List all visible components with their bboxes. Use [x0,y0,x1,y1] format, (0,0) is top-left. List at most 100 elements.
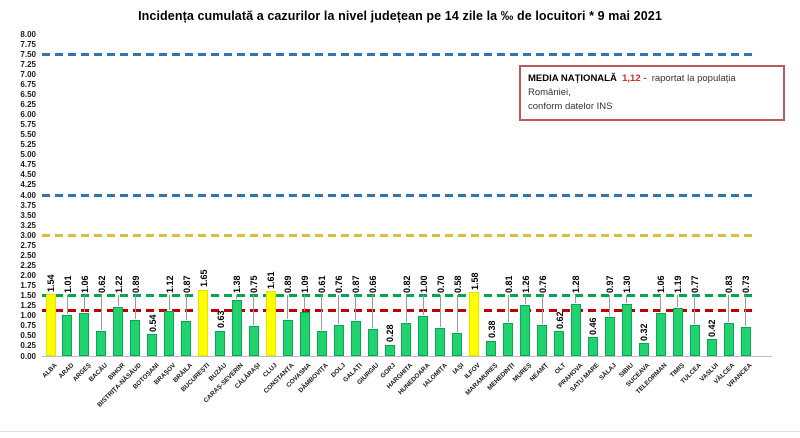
bar-value-label: 0.32 [639,323,650,341]
category-label: OLT [553,362,567,376]
y-axis-tick-label: 2.25 [20,260,36,270]
bar [520,305,531,356]
label-leader-line [609,294,611,316]
label-leader-line [321,294,323,331]
x-axis-line [42,356,772,357]
bar-value-label: 0.58 [452,275,463,293]
y-axis-tick-label: 1.25 [20,301,36,311]
bar [554,331,565,356]
label-leader-line [304,294,306,312]
bar [367,329,378,356]
bar [672,308,683,356]
reference-line-threshold-1-50 [42,294,757,298]
bar [537,325,548,356]
chart-bottom-border [0,431,800,432]
bar-value-label: 1.19 [673,275,684,293]
y-axis-tick-label: 5.75 [20,120,36,130]
label-leader-line [236,294,238,300]
bar [435,327,446,356]
label-leader-line [405,294,407,322]
bar [350,320,361,356]
bar [723,322,734,356]
y-axis-tick-label: 1.50 [20,291,36,301]
national-average-text-2: conform datelor INS [528,101,613,112]
bar-value-label: 1.38 [232,275,243,293]
national-average-label: MEDIA NAȚIONALĂ [528,73,617,84]
bar-value-label: 0.83 [724,275,735,293]
bar [316,331,327,356]
label-leader-line [287,294,289,320]
bar [299,312,310,356]
bar-value-label: 0.28 [385,324,396,343]
reference-line-threshold-4-00 [42,193,757,197]
bar [79,313,90,356]
reference-line-threshold-3-00 [42,233,757,237]
y-axis-tick-label: 7.75 [20,39,36,49]
label-leader-line [626,294,628,303]
label-leader-line [677,294,679,308]
label-leader-line [66,294,68,315]
bar-value-label: 0.63 [215,310,226,329]
label-leader-line [575,294,577,304]
label-leader-line [83,294,85,313]
y-axis-tick-label: 7.00 [20,69,36,79]
bar [655,313,666,356]
bar-value-label: 1.58 [469,272,480,290]
bar-value-label: 0.75 [249,275,260,293]
bar-value-label: 1.00 [418,275,429,293]
bar [147,334,158,356]
bar [452,332,463,356]
y-axis-tick-label: 0.50 [20,331,36,341]
national-average-value: 1,12 - [622,73,647,84]
bar-value-label: 0.61 [317,275,328,293]
bar-value-label: 1.65 [198,269,209,288]
y-axis-tick-label: 2.75 [20,240,36,250]
bar-value-label: 1.06 [79,275,90,293]
y-axis-tick-label: 0.00 [20,351,36,361]
bar [604,316,615,356]
label-leader-line [660,294,662,313]
label-leader-line [253,294,255,325]
bar [130,320,141,356]
bar-value-label: 0.54 [147,314,158,332]
category-label: ALBA [40,362,59,380]
y-axis-tick-label: 3.75 [20,200,36,210]
bar-value-label: 1.06 [656,275,667,293]
bar-value-label: 0.66 [368,275,379,293]
y-axis-tick-label: 2.50 [20,250,36,260]
bar [486,340,497,356]
category-label: SĂLAJ [598,362,618,382]
bar [621,303,632,356]
y-axis-tick-label: 6.75 [20,79,36,89]
label-leader-line [185,294,187,320]
bar [638,343,649,356]
bar-value-label: 0.62 [96,275,107,293]
bar-value-label: 0.89 [283,275,294,293]
y-axis-tick-label: 5.25 [20,140,36,150]
bar-value-label: 1.61 [266,271,277,289]
y-axis-tick-label: 0.75 [20,321,36,331]
y-axis-tick-label: 5.50 [20,130,36,140]
label-leader-line [728,294,730,322]
bar [215,330,225,356]
y-axis-tick-label: 4.00 [20,190,36,200]
y-axis-tick-label: 6.25 [20,99,36,109]
bar-value-label: 1.30 [622,275,633,293]
y-axis-tick-label: 1.75 [20,281,36,291]
bar-value-label: 1.12 [164,275,175,293]
y-axis-tick-label: 7.50 [20,49,36,59]
y-axis-tick-label: 4.75 [20,160,36,170]
bar-value-label: 0.87 [351,275,362,293]
label-leader-line [541,294,543,325]
bar [181,320,192,356]
y-axis-tick-label: 3.50 [20,210,36,220]
bar-value-label: 0.89 [130,275,141,293]
label-leader-line [100,294,102,331]
bar-value-label: 0.82 [401,275,412,293]
bar-value-label: 0.38 [486,320,497,339]
bar [689,325,700,356]
y-axis-tick-label: 3.25 [20,220,36,230]
label-leader-line [694,294,696,324]
bar [503,323,514,356]
